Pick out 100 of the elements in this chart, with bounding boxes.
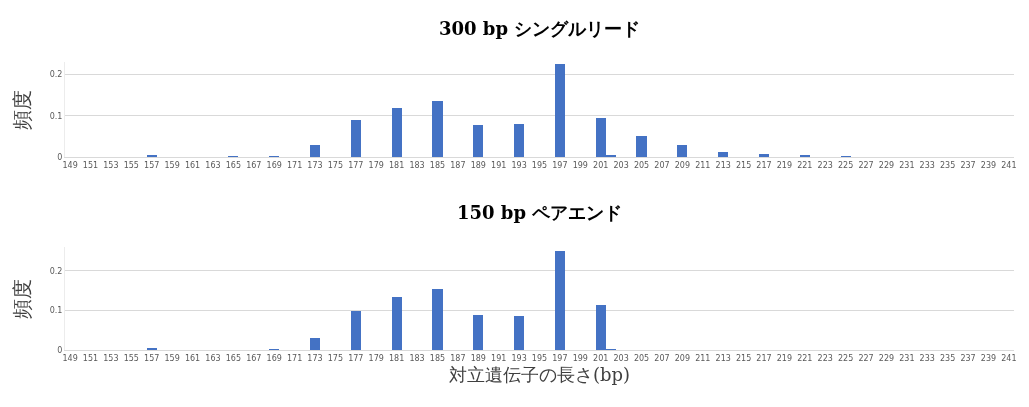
bar [392, 108, 402, 157]
x-tick-label: 231 [899, 353, 915, 363]
x-tick-label: 155 [123, 160, 139, 170]
x-tick-label: 225 [837, 160, 854, 170]
x-tick-label: 179 [368, 353, 384, 363]
x-tick-label: 233 [919, 160, 935, 170]
x-tick-label: 185 [429, 160, 446, 170]
y-axis-title: 頻度 [10, 278, 35, 319]
x-tick-label: 221 [797, 160, 813, 170]
x-tick-label: 175 [327, 160, 344, 170]
x-tick-label: 157 [144, 160, 160, 170]
bar [555, 64, 565, 157]
x-tick-label: 225 [837, 353, 854, 363]
y-tick-label: 0 [57, 152, 63, 162]
x-tick-label: 227 [858, 160, 874, 170]
x-tick-label: 237 [960, 353, 976, 363]
bar [718, 152, 728, 157]
x-tick-label: 193 [511, 353, 527, 363]
bar [473, 315, 483, 350]
x-tick-label: 193 [511, 160, 527, 170]
x-tick-label: 153 [103, 160, 119, 170]
x-tick-label: 171 [286, 353, 303, 363]
x-tick-label: 163 [205, 160, 221, 170]
x-tick-label: 227 [858, 353, 874, 363]
x-tick-label: 215 [735, 160, 752, 170]
x-tick-label: 239 [980, 160, 997, 170]
x-tick-label: 203 [613, 160, 629, 170]
x-tick-label: 241 [1001, 160, 1017, 170]
x-tick-label: 233 [919, 353, 935, 363]
x-tick-label: 165 [225, 353, 242, 363]
x-tick-label: 223 [817, 353, 833, 363]
x-tick-label: 187 [450, 160, 466, 170]
x-tick-label: 151 [82, 353, 99, 363]
x-tick-label: 207 [654, 160, 670, 170]
x-tick-label: 179 [368, 160, 384, 170]
x-tick-label: 183 [409, 160, 425, 170]
bar [514, 316, 524, 350]
x-tick-label: 241 [1001, 353, 1017, 363]
x-tick-label: 155 [123, 353, 139, 363]
y-tick-label: 0 [57, 345, 63, 355]
y-tick-label: 0.2 [49, 266, 63, 276]
x-tick-label: 149 [62, 353, 78, 363]
x-tick-label: 231 [899, 160, 915, 170]
x-tick-label: 181 [389, 160, 405, 170]
bar [392, 297, 402, 350]
x-tick-label: 195 [531, 160, 548, 170]
bar [473, 125, 483, 157]
x-tick-label: 177 [348, 353, 364, 363]
bar [310, 145, 320, 157]
x-tick-label: 215 [735, 353, 752, 363]
bar [759, 154, 769, 157]
x-tick-label: 191 [491, 353, 507, 363]
x-tick-label: 185 [429, 353, 446, 363]
x-tick-label: 153 [103, 353, 119, 363]
x-axis-title: 対立遺伝子の長さ(bp) [448, 363, 631, 385]
x-tick-label: 173 [307, 160, 323, 170]
y-tick-label: 0.2 [49, 70, 63, 80]
x-tick-label: 209 [674, 353, 690, 363]
bar [636, 136, 647, 157]
x-tick-label: 165 [225, 160, 242, 170]
bar [432, 289, 443, 350]
x-tick-label: 175 [327, 353, 344, 363]
bar [555, 251, 565, 350]
x-tick-label: 167 [246, 353, 262, 363]
x-tick-label: 209 [674, 160, 690, 170]
x-tick-label: 173 [307, 353, 323, 363]
x-tick-label: 159 [164, 353, 180, 363]
bar [514, 124, 524, 157]
bar [351, 311, 361, 350]
y-tick-label: 0.1 [49, 306, 63, 316]
x-tick-label: 157 [144, 353, 160, 363]
x-tick-label: 163 [205, 353, 221, 363]
x-tick-label: 189 [470, 353, 486, 363]
x-tick-label: 199 [572, 353, 588, 363]
y-axis-title: 頻度 [10, 89, 35, 130]
x-tick-label: 159 [164, 160, 180, 170]
x-tick-label: 151 [82, 160, 99, 170]
x-tick-label: 199 [572, 160, 588, 170]
x-tick-label: 211 [695, 160, 711, 170]
x-tick-label: 237 [960, 160, 976, 170]
chart-title: 300 bp シングルリード [439, 18, 641, 39]
x-tick-label: 169 [266, 353, 282, 363]
x-tick-label: 205 [633, 353, 650, 363]
x-tick-label: 229 [878, 160, 895, 170]
x-tick-label: 201 [593, 160, 609, 170]
bar [432, 101, 443, 157]
x-tick-label: 205 [633, 160, 650, 170]
x-tick-label: 161 [184, 353, 201, 363]
x-tick-label: 219 [776, 160, 793, 170]
bar [310, 338, 320, 350]
x-tick-label: 181 [389, 353, 405, 363]
x-tick-label: 197 [552, 353, 568, 363]
x-tick-label: 207 [654, 353, 670, 363]
x-tick-label: 217 [756, 160, 772, 170]
x-tick-label: 197 [552, 160, 568, 170]
x-tick-label: 177 [348, 160, 364, 170]
x-tick-label: 239 [980, 353, 997, 363]
x-tick-label: 183 [409, 353, 425, 363]
x-tick-label: 217 [756, 353, 772, 363]
x-tick-label: 187 [450, 353, 466, 363]
